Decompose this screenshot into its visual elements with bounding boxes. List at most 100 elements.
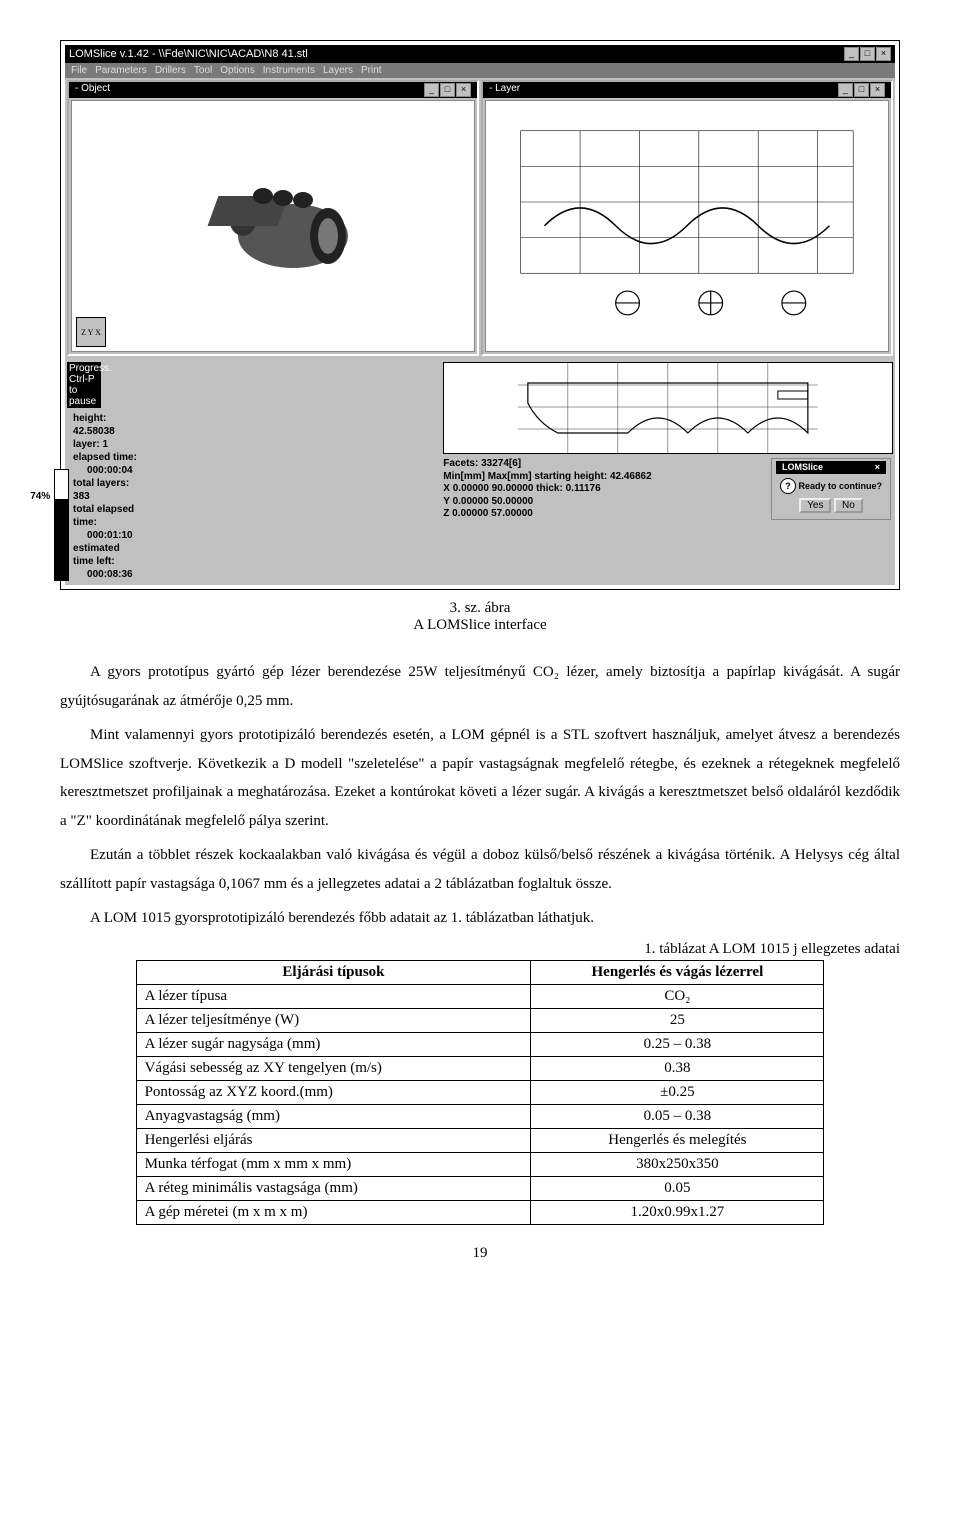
close-icon[interactable]: × <box>876 47 891 61</box>
paragraph: A gyors prototípus gyártó gép lézer bere… <box>60 658 900 715</box>
menu-item[interactable]: Instruments <box>263 65 315 76</box>
menu-item[interactable]: Layers <box>323 65 353 76</box>
body-text: A gyors prototípus gyártó gép lézer bere… <box>60 658 900 933</box>
table-value: 380x250x350 <box>531 1152 824 1176</box>
table-head-right: Hengerlés és vágás lézerrel <box>531 960 824 984</box>
table-label: Anyagvastagság (mm) <box>136 1104 531 1128</box>
paragraph: A LOM 1015 gyorsprototipizáló berendezés… <box>60 904 900 933</box>
panel-max-icon[interactable]: □ <box>440 83 455 97</box>
spec-table: Eljárási típusok Hengerlés és vágás léze… <box>136 960 825 1225</box>
table-row: A lézer teljesítménye (W)25 <box>136 1008 824 1032</box>
section-plot <box>443 362 893 454</box>
table-row: A lézer sugár nagysága (mm)0.25 – 0.38 <box>136 1032 824 1056</box>
layer-label: layer: 1 <box>73 438 138 451</box>
question-icon: ? <box>780 478 796 494</box>
window-buttons: _ □ × <box>844 47 891 61</box>
page-number: 19 <box>60 1245 900 1262</box>
table-label: Vágási sebesség az XY tengelyen (m/s) <box>136 1056 531 1080</box>
axis-gizmo-icon: Z Y X <box>76 317 106 347</box>
table-label: A lézer teljesítménye (W) <box>136 1008 531 1032</box>
paragraph: Ezután a többlet részek kockaalakban val… <box>60 841 900 898</box>
table-label: Munka térfogat (mm x mm x mm) <box>136 1152 531 1176</box>
layer-panel-title: - Layer <box>489 83 520 97</box>
facets-rowx: X 0.00000 90.00000 thick: 0.11176 <box>443 483 651 496</box>
progress-section: Progress. Ctrl-P to pause 74% height: 42… <box>65 358 895 585</box>
table-row: Anyagvastagság (mm)0.05 – 0.38 <box>136 1104 824 1128</box>
table-value: 1.20x0.99x1.27 <box>531 1200 824 1224</box>
layer-panel: - Layer _ □ × <box>481 80 893 356</box>
progress-fill <box>55 499 68 580</box>
figure-number: 3. sz. ábra <box>60 600 900 617</box>
layer-viewport[interactable] <box>485 100 889 352</box>
figure-caption: 3. sz. ábra A LOMSlice interface <box>60 600 900 634</box>
est-left-val: 000:08:36 <box>73 568 138 581</box>
app-titlebar: LOMSlice v.1.42 - \\Fde\NIC\NIC\ACAD\N8 … <box>65 45 895 63</box>
panel-close-icon[interactable]: × <box>456 83 471 97</box>
table-value: 0.25 – 0.38 <box>531 1032 824 1056</box>
panel-close-icon[interactable]: × <box>870 83 885 97</box>
height-label: height: 42.58038 <box>73 412 138 438</box>
ready-title: LOMSlice <box>782 462 823 473</box>
elapsed-val: 000:00:04 <box>73 464 138 477</box>
table-row: A réteg minimális vastagsága (mm)0.05 <box>136 1176 824 1200</box>
object-viewport[interactable]: Z Y X <box>71 100 475 352</box>
model-3d-icon <box>173 156 373 296</box>
menu-item[interactable]: Options <box>220 65 254 76</box>
layer-grid-icon <box>496 107 878 345</box>
progress-percent: 74% <box>30 491 50 502</box>
table-value: 0.05 – 0.38 <box>531 1104 824 1128</box>
maximize-icon[interactable]: □ <box>860 47 875 61</box>
table-label: A gép méretei (m x m x m) <box>136 1200 531 1224</box>
ready-text: Ready to continue? <box>798 481 882 491</box>
progress-header: Progress. Ctrl-P to pause <box>67 362 101 408</box>
dialog-close-icon[interactable]: × <box>875 462 880 473</box>
table-label: A lézer típusa <box>136 984 531 1008</box>
table-row: A lézer típusaCO₂ <box>136 984 824 1008</box>
screenshot-figure: LOMSlice v.1.42 - \\Fde\NIC\NIC\ACAD\N8 … <box>60 40 900 590</box>
table-head-left: Eljárási típusok <box>136 960 531 984</box>
total-elapsed-label: total elapsed time: <box>73 503 138 529</box>
progress-bar <box>54 469 69 581</box>
ready-dialog: LOMSlice × ? Ready to continue? Yes No <box>771 458 891 520</box>
menubar: File Parameters Drillers Tool Options In… <box>65 63 895 78</box>
table-value: ±0.25 <box>531 1080 824 1104</box>
table-row: A gép méretei (m x m x m)1.20x0.99x1.27 <box>136 1200 824 1224</box>
total-layers-label: total layers: 383 <box>73 477 138 503</box>
total-elapsed-val: 000:01:10 <box>73 529 138 542</box>
panels-row: - Object _ □ × <box>65 78 895 358</box>
object-panel: - Object _ □ × <box>67 80 479 356</box>
menu-item[interactable]: Print <box>361 65 382 76</box>
table-value: 0.05 <box>531 1176 824 1200</box>
table-row: Hengerlési eljárásHengerlés és melegítés <box>136 1128 824 1152</box>
table-label: A réteg minimális vastagsága (mm) <box>136 1176 531 1200</box>
facets-row-head: Min[mm] Max[mm] starting height: 42.4686… <box>443 471 651 484</box>
table-label: Hengerlési eljárás <box>136 1128 531 1152</box>
table-row: Vágási sebesség az XY tengelyen (m/s)0.3… <box>136 1056 824 1080</box>
app-title: LOMSlice v.1.42 - \\Fde\NIC\NIC\ACAD\N8 … <box>69 48 308 60</box>
elapsed-label: elapsed time: <box>73 451 138 464</box>
yes-button[interactable]: Yes <box>799 498 831 513</box>
progress-stats: height: 42.58038 layer: 1 elapsed time: … <box>73 412 138 581</box>
panel-min-icon[interactable]: _ <box>838 83 853 97</box>
panel-max-icon[interactable]: □ <box>854 83 869 97</box>
no-button[interactable]: No <box>834 498 863 513</box>
minimize-icon[interactable]: _ <box>844 47 859 61</box>
table-row: Munka térfogat (mm x mm x mm)380x250x350 <box>136 1152 824 1176</box>
facets-rowy: Y 0.00000 50.00000 <box>443 496 651 509</box>
table-value: 25 <box>531 1008 824 1032</box>
paragraph: Mint valamennyi gyors prototipizáló bere… <box>60 721 900 835</box>
table-label: A lézer sugár nagysága (mm) <box>136 1032 531 1056</box>
table-value: Hengerlés és melegítés <box>531 1128 824 1152</box>
figure-title: A LOMSlice interface <box>60 617 900 634</box>
menu-item[interactable]: Drillers <box>155 65 186 76</box>
menu-item[interactable]: Tool <box>194 65 212 76</box>
table-label: Pontosság az XYZ koord.(mm) <box>136 1080 531 1104</box>
table-row: Pontosság az XYZ koord.(mm)±0.25 <box>136 1080 824 1104</box>
menu-item[interactable]: File <box>71 65 87 76</box>
est-left-label: estimated time left: <box>73 542 138 568</box>
menu-item[interactable]: Parameters <box>95 65 147 76</box>
panel-min-icon[interactable]: _ <box>424 83 439 97</box>
object-panel-title: - Object <box>75 83 110 97</box>
table-value: 0.38 <box>531 1056 824 1080</box>
facets-header: Facets: 33274[6] <box>443 458 651 471</box>
